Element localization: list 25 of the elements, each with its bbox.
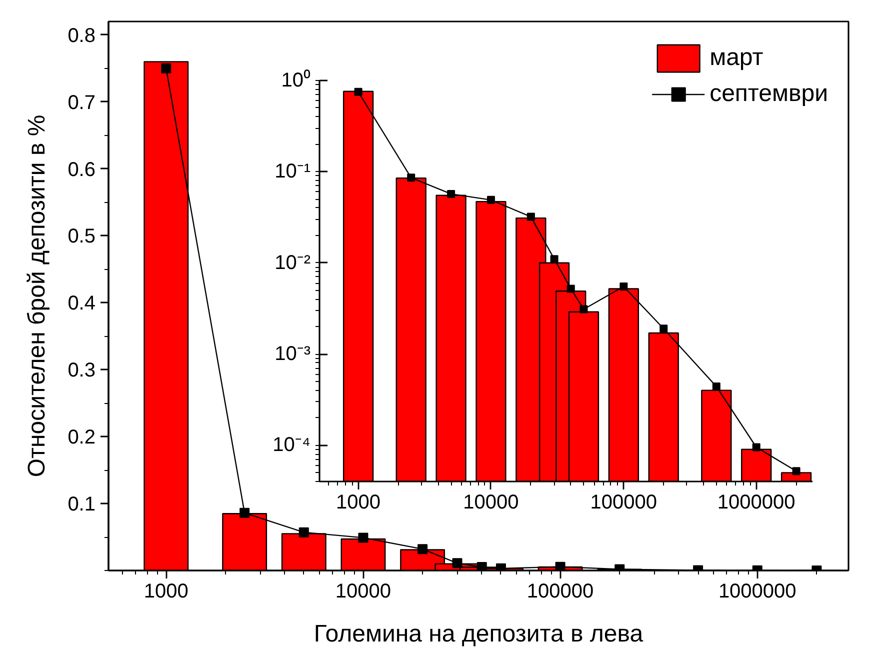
y-axis-title: Относителен брой депозити в % (24, 114, 51, 478)
y-tick-label: 0.4 (68, 292, 96, 315)
x-tick-label: 1000000 (717, 492, 796, 514)
x-tick-label: 10000 (335, 580, 392, 602)
x-tick-label: 1000 (336, 492, 381, 514)
y-tick-label: 10⁻³ (274, 343, 311, 366)
y-tick-label: 0.6 (68, 158, 96, 181)
legend-label: март (710, 44, 764, 72)
legend-label: септември (710, 80, 828, 108)
y-tick-label: 0.3 (68, 360, 96, 382)
y-tick-label: 10⁻² (274, 252, 311, 274)
y-tick-label: 0.1 (68, 494, 96, 516)
y-tick-label: 0.5 (68, 226, 96, 248)
y-tick-label: 0.8 (68, 24, 96, 47)
y-tick-label: 0.2 (68, 426, 96, 449)
y-tick-label: 10⁻¹ (274, 160, 311, 183)
x-tick-label: 100000 (590, 492, 658, 514)
x-tick-label: 1000 (144, 580, 188, 602)
y-tick-label: 10⁰ (281, 68, 311, 92)
y-tick-label: 10⁻⁴ (272, 434, 311, 456)
x-tick-label: 10000 (463, 492, 519, 514)
x-axis-title: Големина на депозита в лева (314, 620, 644, 648)
x-tick-label: 1000000 (718, 580, 796, 602)
y-tick-label: 0.7 (68, 92, 96, 114)
x-tick-label: 100000 (526, 580, 594, 602)
